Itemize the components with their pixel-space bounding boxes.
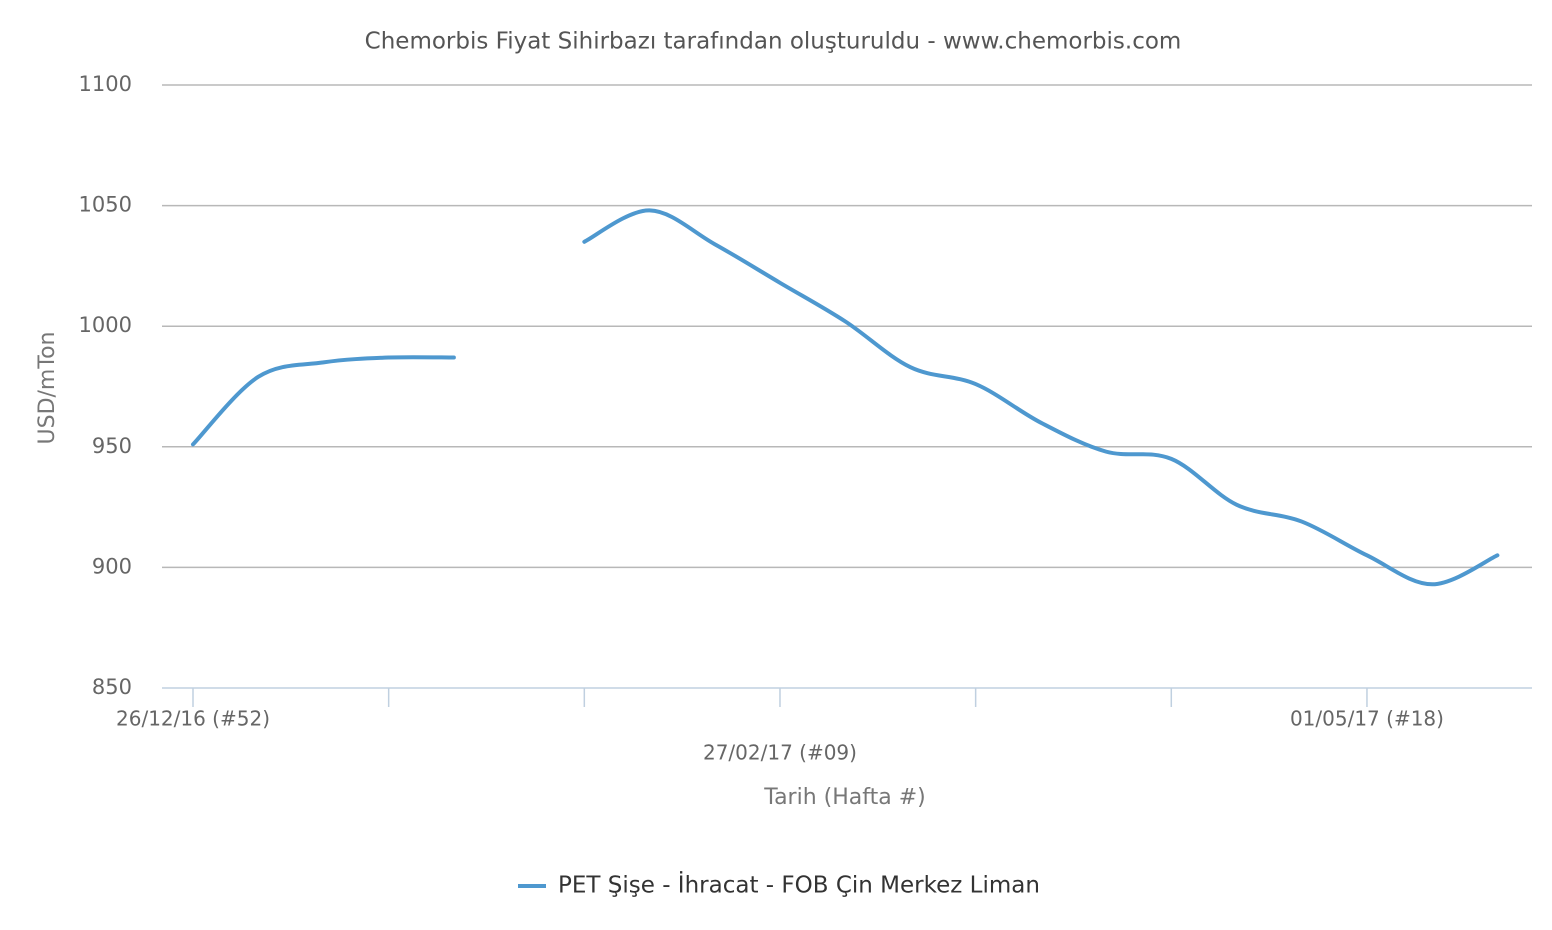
y-tick-label: 1100 (79, 72, 132, 96)
x-tick-label: 26/12/16 (#52) (116, 707, 270, 731)
chart-title: Chemorbis Fiyat Sihirbazı tarafından olu… (365, 29, 1182, 55)
y-tick-label: 850 (92, 675, 132, 699)
y-tick-label: 1050 (79, 193, 132, 217)
legend-label: PET Şişe - İhracat - FOB Çin Merkez Lima… (558, 871, 1040, 899)
y-tick-label: 900 (92, 554, 132, 578)
y-axis-label: USD/mTon (35, 332, 60, 445)
y-tick-label: 950 (92, 434, 132, 458)
x-tick-label: 01/05/17 (#18) (1290, 707, 1444, 731)
y-tick-label: 1000 (79, 313, 132, 337)
line-series (191, 208, 1500, 587)
x-axis-label: Tarih (Hafta #) (763, 785, 925, 810)
x-tick-label: 27/02/17 (#09) (703, 741, 857, 765)
